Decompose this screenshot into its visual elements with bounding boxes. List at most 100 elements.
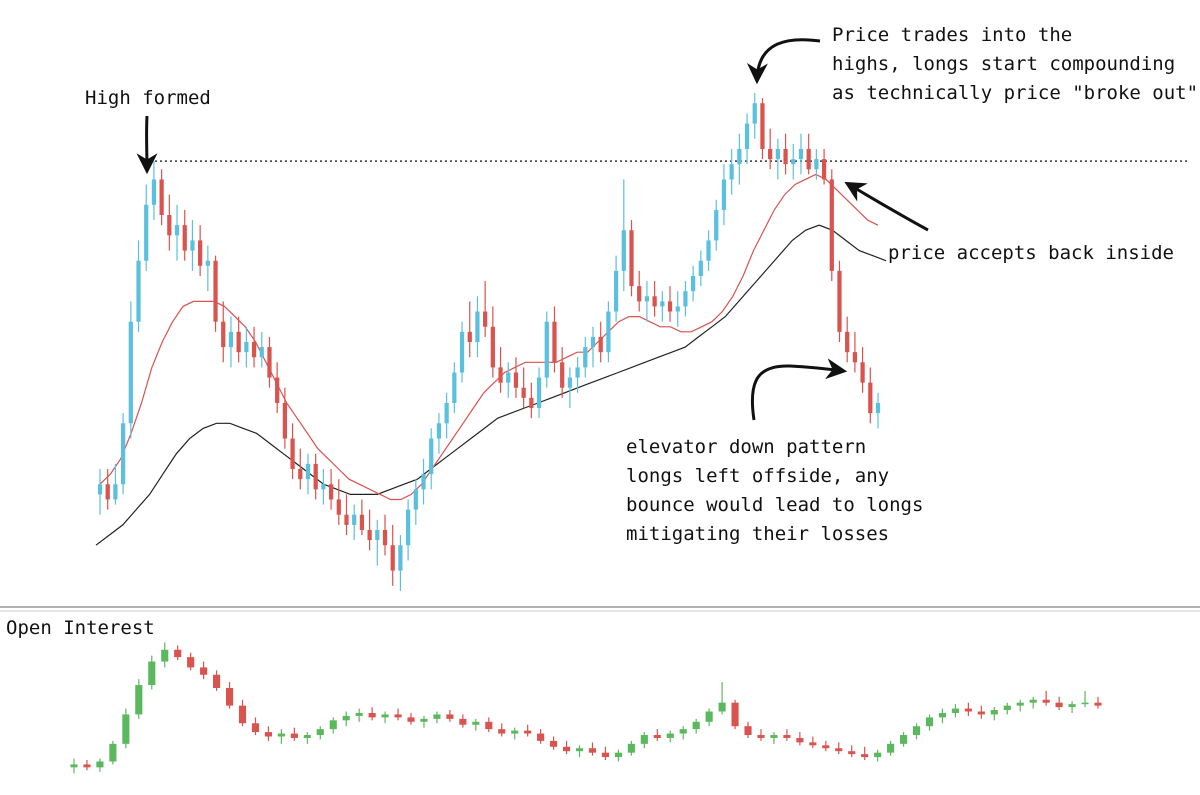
price-candle-body: [706, 240, 711, 261]
price-candle-body: [213, 260, 218, 322]
oi-candle: [757, 729, 765, 741]
price-candle: [860, 347, 865, 393]
price-candle: [344, 494, 349, 536]
oi-candle-body: [1029, 699, 1037, 703]
price-candle: [760, 98, 765, 160]
oi-candle: [640, 732, 648, 749]
oi-candle-body: [459, 718, 467, 725]
oi-candle-body: [835, 748, 843, 752]
oi-candle-body: [874, 752, 882, 758]
oi-candle-body: [303, 735, 311, 738]
oi-candle: [627, 740, 635, 756]
oi-candle: [187, 652, 195, 671]
oi-candle-body: [187, 657, 195, 668]
price-candle-body: [421, 474, 426, 490]
oi-candle-body: [848, 751, 856, 755]
oi-candle: [174, 645, 182, 661]
oi-candle: [537, 729, 545, 744]
oi-candle-body: [200, 667, 208, 675]
oi-candle: [511, 727, 519, 740]
oi-candle: [809, 736, 817, 749]
price-candle-body: [821, 159, 827, 180]
oi-candle: [70, 758, 78, 774]
price-candle: [151, 161, 157, 221]
oi-candle-body: [368, 712, 376, 718]
price-candle-body: [120, 423, 126, 485]
oi-candle-body: [757, 735, 765, 738]
price-candle-body: [691, 275, 696, 292]
price-candle-body: [483, 311, 488, 327]
price-candle-body: [875, 402, 881, 414]
price-candle-body: [760, 103, 765, 149]
price-candle: [459, 321, 465, 383]
oi-candle: [822, 740, 830, 752]
price-candle: [136, 240, 141, 332]
oi-candle-body: [666, 733, 674, 738]
price-candle-body: [613, 270, 619, 312]
oi-candle: [135, 679, 143, 719]
oi-candle-body: [964, 708, 972, 712]
oi-candle-body: [524, 730, 532, 734]
price-candle-body: [860, 362, 865, 383]
oi-candle: [796, 732, 804, 746]
price-candle-body: [174, 225, 180, 236]
price-candle-body: [290, 438, 295, 469]
oi-candle: [718, 682, 726, 715]
price-candle: [182, 209, 187, 261]
annotations: High formed Price trades into the highs,…: [85, 24, 1198, 545]
price-candle: [629, 220, 634, 297]
price-candle-body: [359, 514, 365, 530]
oi-candle: [1068, 701, 1076, 713]
price-candle-body: [814, 159, 819, 170]
oi-candle-body: [679, 729, 687, 734]
price-candle-body: [783, 148, 788, 165]
price-candle: [644, 281, 650, 322]
price-candle: [829, 169, 834, 282]
oi-candle-body: [822, 745, 830, 749]
oi-candle-body: [783, 735, 791, 738]
price-candle: [791, 143, 796, 180]
price-candle-body: [490, 326, 495, 368]
oi-candle: [874, 749, 882, 762]
oi-candle: [679, 726, 687, 740]
oi-candle: [990, 707, 998, 721]
oi-candle-body: [977, 711, 985, 715]
price-candle: [267, 336, 272, 388]
oi-candle-body: [394, 714, 402, 718]
price-candle-body: [567, 377, 572, 388]
price-candle: [228, 316, 234, 368]
oi-candle: [925, 714, 934, 731]
oi-candle: [744, 721, 752, 738]
price-candle-body: [606, 311, 611, 353]
price-candle: [821, 148, 827, 185]
price-candle-body: [413, 489, 418, 510]
price-candle-body: [444, 402, 449, 424]
price-candle-body: [105, 484, 110, 500]
price-candle-body: [644, 296, 650, 302]
oi-candle-body: [601, 752, 610, 758]
oi-candle: [848, 745, 856, 758]
oi-candle: [1055, 696, 1063, 711]
oi-candle: [303, 732, 311, 744]
oi-candle: [498, 723, 506, 737]
price-candle: [590, 326, 596, 368]
oi-candle-body: [83, 764, 91, 768]
price-candle: [313, 453, 318, 500]
price-candle: [352, 504, 357, 541]
annotation-elevator-3: bounce would lead to longs: [626, 494, 923, 516]
price-candle: [729, 148, 734, 195]
oi-candle: [653, 729, 661, 741]
oi-candle-body: [1094, 702, 1102, 706]
price-candle-body: [513, 372, 519, 388]
price-candle-body: [375, 529, 380, 541]
price-candle: [714, 199, 719, 251]
price-candle: [637, 270, 642, 312]
oi-candle-body: [861, 754, 869, 758]
oi-candle-body: [770, 735, 778, 738]
price-candle-body: [436, 423, 442, 439]
price-candle: [875, 392, 881, 429]
price-candle: [752, 93, 757, 139]
price-candle-body: [236, 331, 241, 353]
oi-candle-body: [705, 711, 713, 722]
price-candle: [290, 423, 295, 480]
